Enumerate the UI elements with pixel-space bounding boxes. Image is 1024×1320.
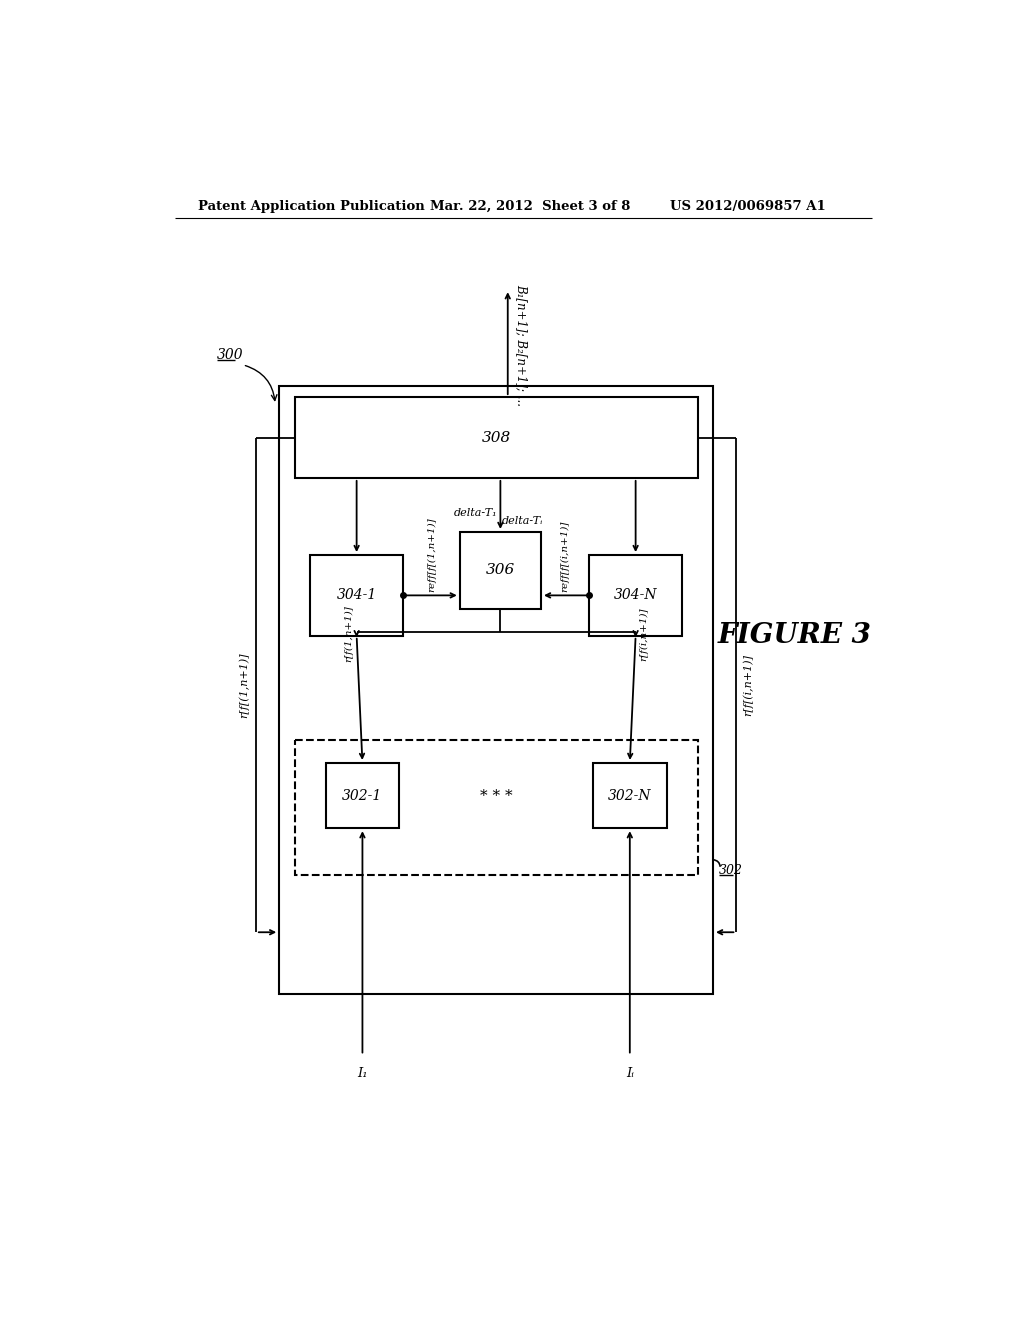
Text: r[f(1,n+1)]: r[f(1,n+1)] [344, 606, 353, 663]
Text: reff[f[(i,n+1)]: reff[f[(i,n+1)] [560, 520, 569, 591]
Text: 304-N: 304-N [613, 589, 657, 602]
Bar [280, 385, 713, 994]
Text: Iᵢ: Iᵢ [626, 1067, 634, 1080]
Bar [326, 763, 399, 829]
Bar [589, 554, 682, 636]
Bar [295, 739, 697, 874]
Text: 302-N: 302-N [608, 788, 651, 803]
Text: reff[f[(1,n+1)]: reff[f[(1,n+1)] [427, 517, 436, 591]
Text: r[f[(1,n+1)]: r[f[(1,n+1)] [240, 652, 250, 718]
Text: r[f(i,n+1)]: r[f(i,n+1)] [639, 607, 648, 660]
Text: 308: 308 [481, 430, 511, 445]
Text: delta-T₁: delta-T₁ [454, 508, 498, 517]
Text: 302-1: 302-1 [342, 788, 383, 803]
Bar [295, 397, 697, 478]
Text: Mar. 22, 2012  Sheet 3 of 8: Mar. 22, 2012 Sheet 3 of 8 [430, 199, 631, 213]
Bar [593, 763, 667, 829]
Text: 300: 300 [217, 347, 244, 362]
Text: 306: 306 [485, 564, 515, 577]
Text: B₁[n+1]; B₂[n+1]; ...: B₁[n+1]; B₂[n+1]; ... [515, 284, 528, 407]
Text: FIGURE 3: FIGURE 3 [718, 622, 871, 649]
Bar [310, 554, 403, 636]
Text: US 2012/0069857 A1: US 2012/0069857 A1 [671, 199, 826, 213]
Text: 302: 302 [719, 865, 742, 878]
Text: Patent Application Publication: Patent Application Publication [198, 199, 425, 213]
Text: * * *: * * * [480, 788, 512, 803]
Text: 304-1: 304-1 [337, 589, 377, 602]
Text: r[f[(i,n+1)]: r[f[(i,n+1)] [742, 653, 753, 715]
Text: delta-Tᵢ: delta-Tᵢ [502, 516, 544, 525]
Bar [460, 532, 541, 609]
Text: I₁: I₁ [357, 1067, 368, 1080]
